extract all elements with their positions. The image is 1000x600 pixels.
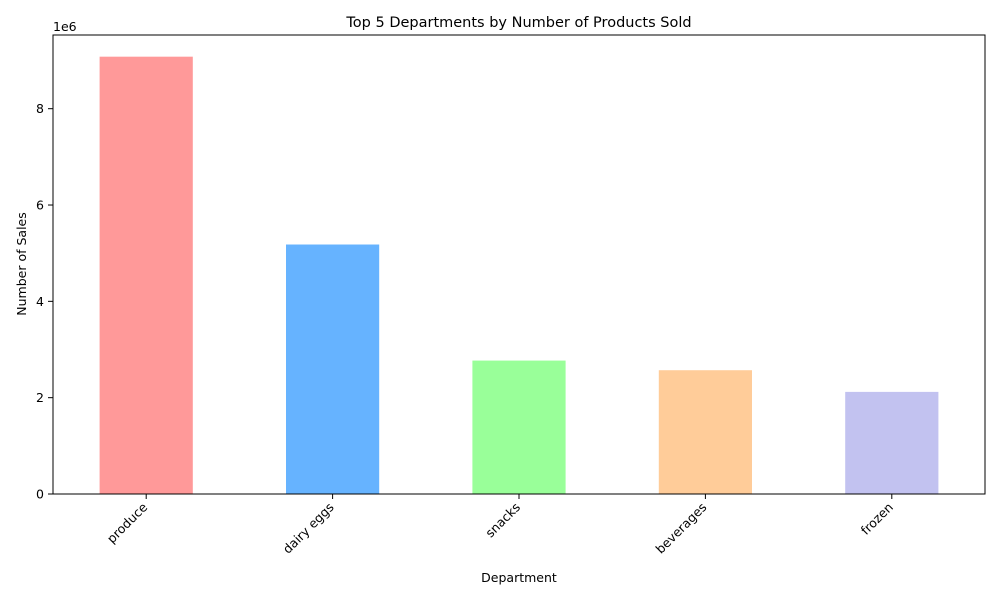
bar-dairy-eggs [286, 244, 380, 494]
y-tick-label: 0 [36, 487, 44, 502]
y-axis: 0 2 4 6 8 [36, 101, 53, 502]
x-tick-label: beverages [652, 500, 709, 557]
x-tick-label: snacks [482, 500, 523, 541]
bar-produce [99, 56, 193, 495]
bar-snacks [472, 360, 566, 494]
y-tick-label: 6 [36, 198, 44, 213]
y-axis-scale-label: 1e6 [53, 19, 77, 34]
chart-title: Top 5 Departments by Number of Products … [345, 15, 691, 31]
bar-frozen [845, 391, 939, 494]
bar-beverages [658, 370, 752, 494]
y-tick-label: 8 [36, 101, 44, 116]
x-axis-label: Department [481, 570, 557, 585]
y-tick-label: 2 [36, 390, 44, 405]
y-tick-label: 4 [36, 294, 44, 309]
x-tick-label: frozen [858, 500, 896, 538]
x-tick-label: produce [104, 499, 151, 546]
bars-group [99, 56, 939, 495]
y-axis-label: Number of Sales [14, 212, 29, 315]
x-tick-label: dairy eggs [280, 500, 337, 557]
x-axis: produce dairy eggs snacks beverages frozen [104, 494, 896, 557]
plot-frame [52, 34, 986, 495]
